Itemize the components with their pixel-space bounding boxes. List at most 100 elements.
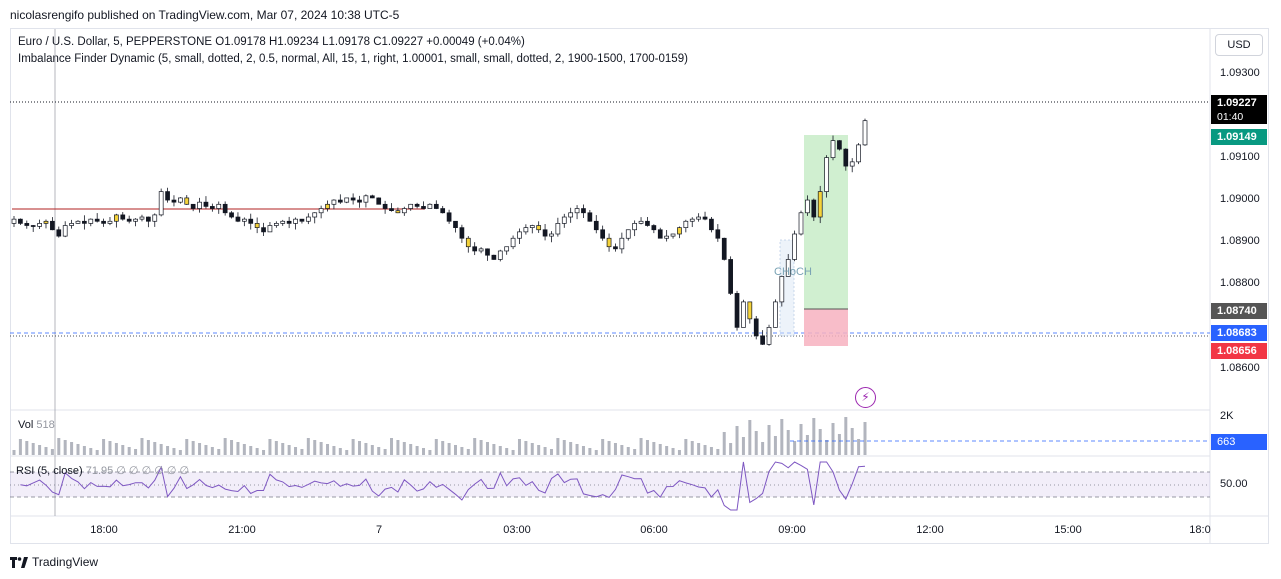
volume-bar xyxy=(281,443,285,455)
volume-bar xyxy=(50,449,54,455)
volume-bar xyxy=(709,447,713,455)
candle-body xyxy=(286,220,292,224)
volume-bar xyxy=(492,444,496,455)
candle-body xyxy=(376,197,382,205)
currency-button[interactable]: USD xyxy=(1215,34,1263,56)
candle-body xyxy=(114,214,119,222)
volume-bar xyxy=(773,436,777,455)
candle-body xyxy=(497,250,503,260)
candle-body xyxy=(331,199,337,205)
candle-body xyxy=(478,248,484,252)
volume-bar xyxy=(658,444,662,455)
volume-bar xyxy=(95,450,99,455)
candle-body xyxy=(37,223,42,227)
stop-zone xyxy=(804,309,848,346)
candle-body xyxy=(651,225,657,231)
candle-body xyxy=(305,216,311,222)
candle-body xyxy=(222,203,228,214)
candle-body xyxy=(152,214,158,222)
volume-bar xyxy=(850,428,854,455)
volume-bar xyxy=(517,439,521,455)
candle-body xyxy=(485,248,490,256)
volume-bar xyxy=(108,441,112,455)
indicator-legend[interactable]: Imbalance Finder Dynamic (5, small, dott… xyxy=(18,53,688,65)
volume-bar xyxy=(332,446,336,455)
candle-body xyxy=(593,220,599,231)
volume-bar xyxy=(447,443,451,455)
candle-body xyxy=(178,197,183,203)
volume-bar xyxy=(812,418,816,455)
volume-bar xyxy=(511,450,515,455)
volume-bar xyxy=(121,445,125,455)
candle-body xyxy=(581,208,586,214)
volume-bar xyxy=(601,439,605,455)
symbol-name[interactable]: Euro / U.S. Dollar, 5, PEPPERSTONE xyxy=(18,36,213,48)
candle-body xyxy=(357,199,362,203)
volume-bar xyxy=(479,440,483,455)
candle-body xyxy=(133,218,138,222)
candle-body xyxy=(401,208,407,214)
rsi-label: RSI (5, close) xyxy=(16,465,83,477)
volume-legend[interactable]: Vol 518 xyxy=(18,419,55,431)
volume-bar xyxy=(697,443,701,455)
candle-body xyxy=(491,254,497,260)
tradingview-brand: TradingView xyxy=(32,555,99,569)
volume-bar xyxy=(364,443,368,455)
volume-bar xyxy=(594,450,598,455)
volume-bar xyxy=(831,423,835,455)
candle-body xyxy=(350,197,356,201)
tradingview-logo[interactable]: TradingView xyxy=(10,555,98,569)
volume-bar xyxy=(70,442,74,455)
candle-body xyxy=(241,218,247,222)
lightning-icon[interactable]: ⚡ xyxy=(855,387,876,408)
volume-bar xyxy=(857,439,861,455)
volume-bar xyxy=(665,446,669,455)
volume-bar xyxy=(63,440,67,455)
symbol-legend[interactable]: Euro / U.S. Dollar, 5, PEPPERSTONE O1.09… xyxy=(18,36,525,48)
volume-bar xyxy=(31,443,35,455)
volume-bar xyxy=(326,444,330,455)
candle-body xyxy=(728,259,733,294)
candle-body xyxy=(625,229,631,239)
volume-bar xyxy=(377,447,381,455)
volume-bar xyxy=(185,439,189,455)
volume-bar xyxy=(799,424,803,455)
candle-body xyxy=(18,218,23,224)
volume-bar xyxy=(25,441,29,455)
candle-body xyxy=(107,220,113,224)
volume-bar xyxy=(562,440,566,455)
candle-body xyxy=(472,246,478,252)
rsi-legend[interactable]: RSI (5, close) 71.95 ∅ ∅ ∅ ∅ ∅ ∅ xyxy=(16,464,189,477)
volume-bar xyxy=(485,442,489,455)
price-tick: 1.09100 xyxy=(1220,151,1260,163)
candle-body xyxy=(318,208,324,214)
volume-bar xyxy=(242,444,246,455)
volume-bar xyxy=(556,438,560,455)
time-tick: 12:00 xyxy=(916,524,944,536)
volume-bar xyxy=(729,443,733,455)
volume-bar xyxy=(102,439,106,455)
volume-bar xyxy=(300,449,304,455)
volume-bar xyxy=(44,447,48,455)
choch-label: CHoCH xyxy=(774,266,812,278)
volume-bar xyxy=(575,444,579,455)
candle-body xyxy=(632,223,638,231)
candle-body xyxy=(261,227,266,233)
candle-body xyxy=(414,203,420,207)
volume-bar xyxy=(210,447,214,455)
volume-bar xyxy=(287,445,291,455)
publish-credit: nicolasrengifo published on TradingView.… xyxy=(10,8,400,22)
candle-body xyxy=(88,218,94,224)
volume-bar xyxy=(524,441,528,455)
volume-bar xyxy=(473,438,477,455)
volume-bar xyxy=(338,448,342,455)
candle-body xyxy=(824,157,829,192)
volume-bar xyxy=(716,449,720,455)
volume-bar xyxy=(127,447,131,455)
candle-body xyxy=(734,293,740,328)
time-tick: 15:00 xyxy=(1054,524,1082,536)
candle-body xyxy=(465,237,471,248)
volume-bar xyxy=(191,441,195,455)
volume-bar xyxy=(178,450,182,455)
